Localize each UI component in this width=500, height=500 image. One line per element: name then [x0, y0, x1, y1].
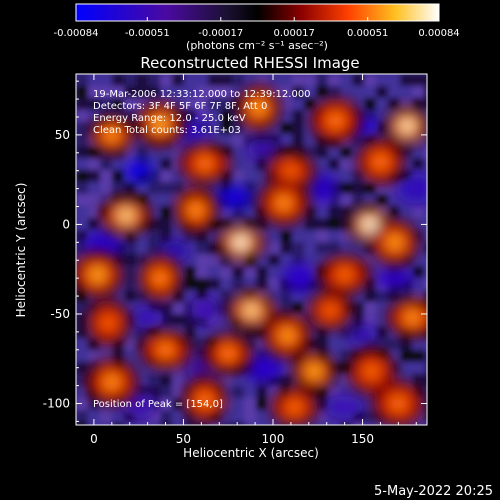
bright-source — [309, 97, 362, 144]
x-axis-label: Heliocentric X (arcsec) — [183, 446, 319, 460]
bright-source — [139, 329, 192, 370]
colorbar-tick-label: -0.00084 — [54, 28, 99, 39]
plot-frame — [75, 73, 428, 426]
dim-source — [124, 159, 153, 182]
bright-source — [292, 351, 337, 392]
dim-source — [130, 306, 165, 329]
dim-source — [396, 173, 427, 204]
bright-source — [89, 114, 134, 155]
dim-source — [244, 352, 285, 383]
bright-source — [372, 380, 425, 425]
colorbar-units: (photons cm⁻² s⁻¹ asec⁻²) — [186, 39, 328, 52]
y-tick-label: -50 — [50, 307, 70, 321]
bright-source — [136, 101, 185, 148]
x-tick-label: 0 — [90, 432, 98, 446]
bright-source — [204, 333, 253, 374]
bright-source — [385, 105, 427, 146]
x-axis: 0 50 100 150 — [90, 74, 417, 446]
y-tick-label: 50 — [55, 128, 70, 142]
dim-source — [348, 324, 377, 347]
dim-source — [309, 173, 338, 204]
bright-source — [356, 138, 405, 185]
bright-source — [257, 179, 310, 226]
peak-position-text: Position of Peak = [154,0] — [93, 399, 223, 410]
colorbar-ticks: -0.00084 -0.00051 -0.00017 0.00017 0.00051 0.… — [54, 17, 460, 39]
heatmap-area — [76, 74, 427, 425]
y-tick-label: -100 — [43, 397, 70, 411]
bright-source — [85, 359, 138, 406]
x-tick-label: 100 — [262, 432, 285, 446]
bright-source — [173, 187, 218, 234]
bright-source — [138, 255, 183, 302]
bright-source — [182, 376, 227, 423]
dim-source — [374, 267, 415, 290]
dim-source — [190, 295, 219, 326]
annotation-line: Detectors: 3F 4F 5F 6F 7F 8F, Att 0 — [93, 101, 267, 112]
colorbar-tick-label: 0.00051 — [347, 28, 388, 39]
dim-source — [247, 138, 282, 161]
bright-source — [236, 85, 281, 132]
bright-source — [178, 143, 231, 184]
bright-source — [318, 254, 371, 295]
colorbar-tick-label: -0.00051 — [125, 28, 170, 39]
annotation-line: 19-Mar-2006 12:33:12.000 to 12:39:12.000 — [93, 89, 311, 100]
chart-title: Reconstructed RHESSI Image — [140, 54, 359, 72]
bright-source — [386, 297, 427, 338]
colorbar-tick-label: 0.00017 — [274, 28, 315, 39]
bright-source — [370, 219, 419, 266]
footer-date: 5-May-2022 20:25 — [374, 484, 493, 499]
colorbar-tick-label: 0.00084 — [418, 28, 459, 39]
y-axis-label: Heliocentric Y (arcsec) — [14, 183, 28, 318]
info-annotations: 19-Mar-2006 12:33:12.000 to 12:39:12.000… — [93, 89, 311, 136]
x-tick-label: 150 — [351, 432, 374, 446]
bright-source — [347, 348, 396, 395]
bright-source — [263, 312, 312, 359]
bright-source — [100, 195, 153, 236]
dim-source — [324, 396, 365, 419]
bright-source — [227, 290, 276, 331]
colorbar — [75, 3, 440, 22]
annotation-line: Energy Range: 12.0 - 25.0 keV — [93, 113, 246, 124]
y-axis: -100 -50 0 50 — [43, 80, 427, 422]
bright-source — [216, 222, 265, 263]
bright-source — [76, 251, 124, 298]
y-tick-label: 0 — [62, 217, 70, 231]
bright-source — [86, 299, 131, 346]
x-tick-label: 50 — [176, 432, 191, 446]
bright-source — [308, 290, 353, 331]
colorbar-tick-label: -0.00017 — [198, 28, 243, 39]
bright-source — [270, 387, 319, 425]
annotation-line: Clean Total counts: 3.61E+03 — [93, 125, 241, 136]
dim-source — [282, 263, 317, 294]
dim-source — [213, 186, 254, 209]
